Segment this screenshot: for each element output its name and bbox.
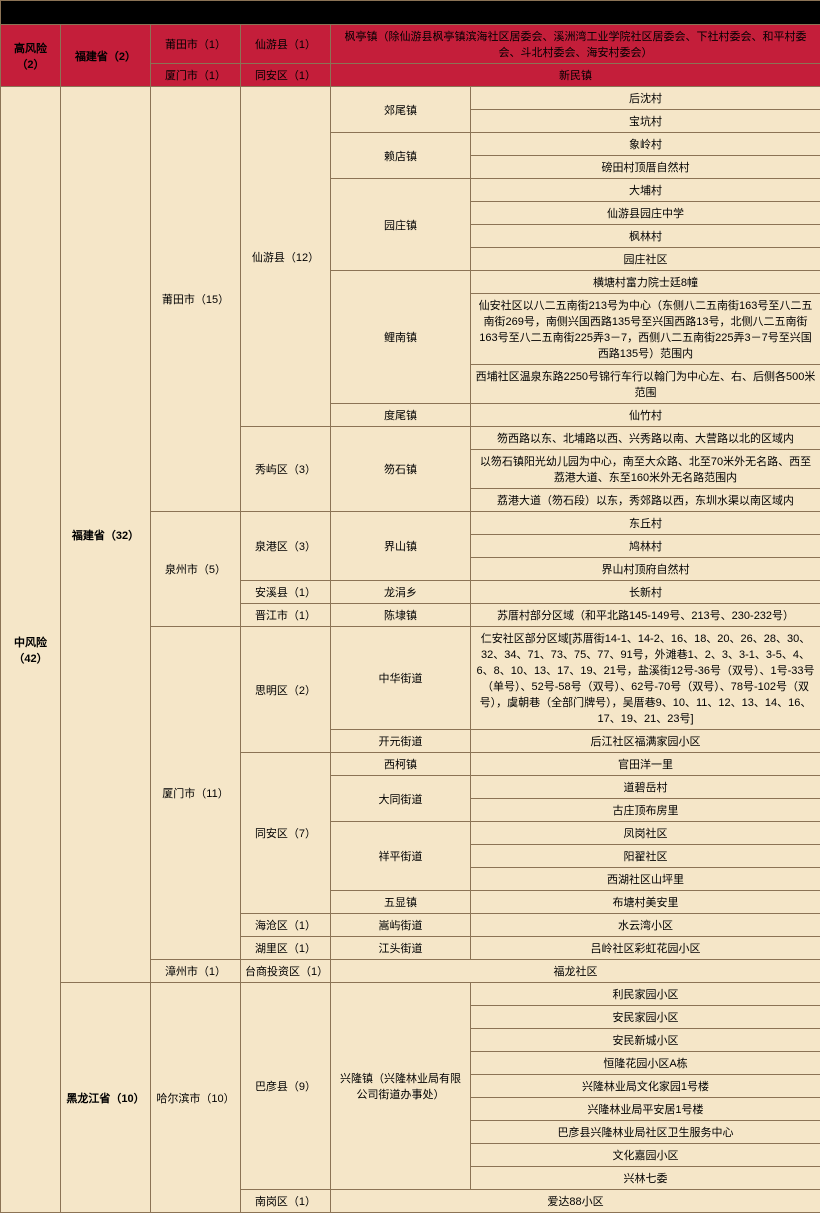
mr-xiamen: 厦门市（11）	[151, 627, 241, 960]
town: 度尾镇	[331, 404, 471, 427]
mr-zhangzhou: 漳州市（1）	[151, 960, 241, 983]
mr-quanzhou: 泉州市（5）	[151, 512, 241, 627]
hr-city: 莆田市（1）	[151, 25, 241, 64]
table-title	[1, 1, 820, 25]
hr-county: 同安区（1）	[241, 64, 331, 87]
hr-county: 仙游县（1）	[241, 25, 331, 64]
village: 横塘村富力院士廷8幢	[471, 271, 820, 294]
town: 大同街道	[331, 776, 471, 822]
village: 安民新城小区	[471, 1029, 820, 1052]
town: 西柯镇	[331, 753, 471, 776]
village: 宝坑村	[471, 110, 820, 133]
town: 祥平街道	[331, 822, 471, 891]
village: 仙安社区以八二五南街213号为中心（东侧八二五南街163号至八二五南街269号，…	[471, 294, 820, 365]
county: 思明区（2）	[241, 627, 331, 753]
village: 兴林七委	[471, 1167, 820, 1190]
hr-detail: 新民镇	[331, 64, 820, 87]
village: 福龙社区	[331, 960, 820, 983]
risk-table: 高风险（2） 福建省（2） 莆田市（1） 仙游县（1） 枫亭镇（除仙游县枫亭镇滨…	[0, 0, 820, 1213]
village: 荔港大道（笏石段）以东，秀郊路以西，东圳水渠以南区域内	[471, 489, 820, 512]
mr-fujian: 福建省（32）	[61, 87, 151, 983]
village: 文化嘉园小区	[471, 1144, 820, 1167]
hr-detail: 枫亭镇（除仙游县枫亭镇滨海社区居委会、溪洲湾工业学院社区居委会、下社村委会、和平…	[331, 25, 820, 64]
village: 长新村	[471, 581, 820, 604]
village: 道碧岳村	[471, 776, 820, 799]
village: 水云湾小区	[471, 914, 820, 937]
village: 布塘村美安里	[471, 891, 820, 914]
mr-xiuyu: 秀屿区（3）	[241, 427, 331, 512]
village: 古庄顶布房里	[471, 799, 820, 822]
village: 凤岗社区	[471, 822, 820, 845]
town: 开元街道	[331, 730, 471, 753]
mr-heilongjiang: 黑龙江省（10）	[61, 983, 151, 1213]
village: 西湖社区山坪里	[471, 868, 820, 891]
town: 龙涓乡	[331, 581, 471, 604]
village: 笏西路以东、北埔路以西、兴秀路以南、大营路以北的区域内	[471, 427, 820, 450]
village: 西埔社区温泉东路2250号锦行车行以翰门为中心左、右、后侧各500米范围	[471, 365, 820, 404]
village: 苏厝村部分区域（和平北路145-149号、213号、230-232号）	[471, 604, 820, 627]
town: 中华街道	[331, 627, 471, 730]
mr-harbin: 哈尔滨市（10）	[151, 983, 241, 1213]
mr-xianyou: 仙游县（12）	[241, 87, 331, 427]
town: 五显镇	[331, 891, 471, 914]
town: 赖店镇	[331, 133, 471, 179]
village: 兴隆林业局平安居1号楼	[471, 1098, 820, 1121]
village: 吕岭社区彩虹花园小区	[471, 937, 820, 960]
county: 巴彦县（9）	[241, 983, 331, 1190]
village: 利民家园小区	[471, 983, 820, 1006]
village: 象岭村	[471, 133, 820, 156]
county: 晋江市（1）	[241, 604, 331, 627]
county: 湖里区（1）	[241, 937, 331, 960]
village: 兴隆林业局文化家园1号楼	[471, 1075, 820, 1098]
village: 后江社区福满家园小区	[471, 730, 820, 753]
town: 兴隆镇（兴隆林业局有限公司街道办事处）	[331, 983, 471, 1190]
county: 海沧区（1）	[241, 914, 331, 937]
town: 笏石镇	[331, 427, 471, 512]
village: 阳翟社区	[471, 845, 820, 868]
town: 陈埭镇	[331, 604, 471, 627]
county: 南岗区（1）	[241, 1190, 331, 1213]
town: 界山镇	[331, 512, 471, 581]
village: 恒隆花园小区A栋	[471, 1052, 820, 1075]
village: 仁安社区部分区域[苏厝街14-1、14-2、16、18、20、26、28、30、…	[471, 627, 820, 730]
town: 嵩屿街道	[331, 914, 471, 937]
village: 巴彦县兴隆林业局社区卫生服务中心	[471, 1121, 820, 1144]
county: 安溪县（1）	[241, 581, 331, 604]
town: 鲤南镇	[331, 271, 471, 404]
county: 同安区（7）	[241, 753, 331, 914]
hr-city: 厦门市（1）	[151, 64, 241, 87]
village: 后沈村	[471, 87, 820, 110]
village: 大埔村	[471, 179, 820, 202]
village: 园庄社区	[471, 248, 820, 271]
county: 台商投资区（1）	[241, 960, 331, 983]
village: 鸠林村	[471, 535, 820, 558]
village: 仙竹村	[471, 404, 820, 427]
village: 安民家园小区	[471, 1006, 820, 1029]
village: 仙游县园庄中学	[471, 202, 820, 225]
mr-putian: 莆田市（15）	[151, 87, 241, 512]
high-risk-label: 高风险（2）	[1, 25, 61, 87]
town: 郊尾镇	[331, 87, 471, 133]
town: 园庄镇	[331, 179, 471, 271]
county: 泉港区（3）	[241, 512, 331, 581]
village: 东丘村	[471, 512, 820, 535]
village: 磅田村顶厝自然村	[471, 156, 820, 179]
village: 界山村顶府自然村	[471, 558, 820, 581]
med-risk-label: 中风险（42）	[1, 87, 61, 1213]
village: 以笏石镇阳光幼儿园为中心，南至大众路、北至70米外无名路、西至荔港大道、东至16…	[471, 450, 820, 489]
town: 江头街道	[331, 937, 471, 960]
hr-province: 福建省（2）	[61, 25, 151, 87]
village: 爱达88小区	[331, 1190, 820, 1213]
village: 枫林村	[471, 225, 820, 248]
village: 官田洋一里	[471, 753, 820, 776]
